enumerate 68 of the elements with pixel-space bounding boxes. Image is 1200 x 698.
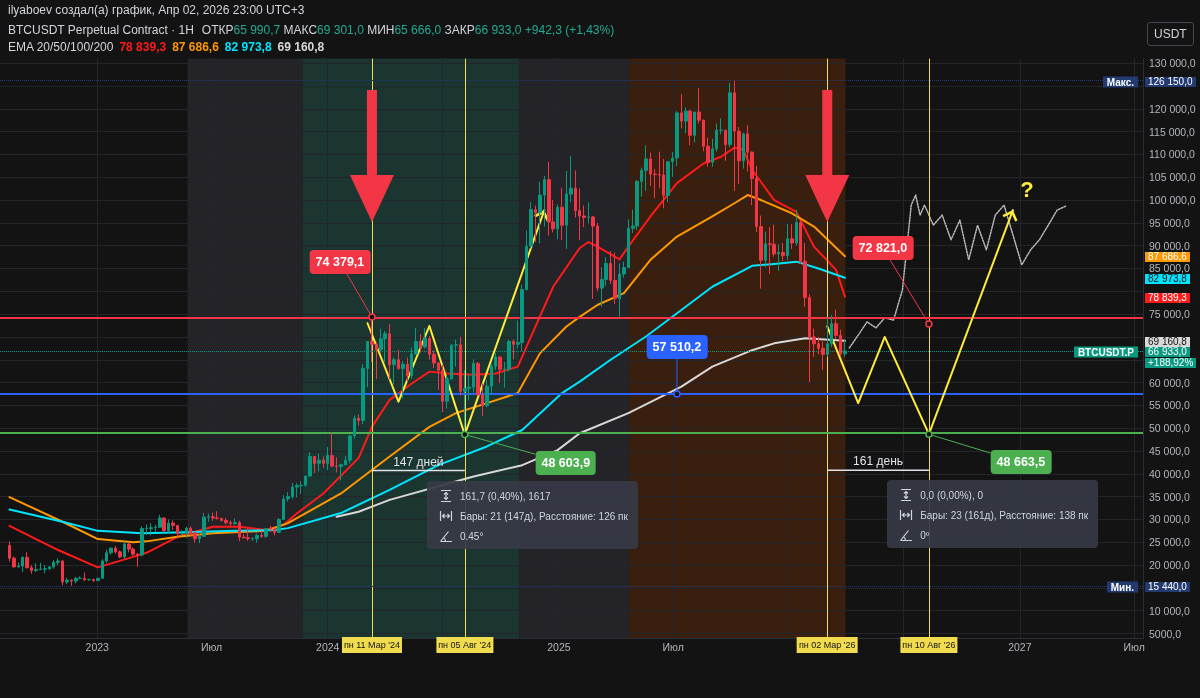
annotation: Бары: 21 (147д), Расстояние: 126 пк — [459, 510, 628, 522]
ref-line-label: Мин. — [1106, 581, 1138, 593]
y-tick-label: 100 000,0 — [1149, 194, 1196, 207]
text: EMA 20/50/100/200 — [8, 40, 114, 54]
y-tick-label: 55 000,0 — [1149, 399, 1191, 412]
x-tick-label: 2024 — [316, 640, 340, 653]
y-tick-label: 130 000,0 — [1149, 57, 1196, 70]
annotation: 0,0 (0,00%), 0 — [920, 490, 984, 502]
chart-subtitle: BTCUSDT Perpetual Contract · 1H — [8, 23, 194, 37]
chart-title: ilyaboev создал(а) график, Апр 02, 2026 23:00 UTC+3 — [8, 2, 306, 19]
y-tick-label: 35 000,0 — [1149, 490, 1191, 503]
text: 82 973,8 — [1145, 272, 1190, 284]
annotation: ? — [1020, 177, 1034, 204]
ref-line-label: Макс. — [1102, 76, 1138, 88]
x-tick-label: Июл — [662, 640, 684, 653]
y-tick-label: 75 000,0 — [1149, 308, 1191, 321]
y-tick-label: 105 000,0 — [1149, 171, 1196, 184]
info-panel: 161,7 (0,40%), 1617 Бары: 21 (147д), Расстояние: 126 пк 0.45° — [426, 480, 638, 549]
ref-line-label: BTCUSDT.P — [1073, 346, 1138, 358]
text: +188,92% — [1145, 356, 1197, 368]
text: 69 160,8 — [277, 40, 325, 54]
x-tick-label: 2027 — [1008, 640, 1032, 653]
annotation: Бары: 23 (161д), Расстояние: 138 пк — [920, 510, 1089, 522]
x-tick-label: 2023 — [85, 640, 110, 653]
info-panel: 0,0 (0,00%), 0 Бары: 23 (161д), Расстояние: 138 пк 0º — [887, 480, 1099, 549]
annotation: 147 дней — [393, 454, 444, 469]
annotation: 74 379,1 — [309, 249, 371, 274]
annotation: 161,7 (0,40%), 1617 — [459, 490, 551, 502]
x-tick-label: Июл — [200, 640, 223, 653]
text: 82 973,8 — [224, 40, 272, 54]
text: 87 686,6 — [1145, 251, 1190, 263]
annotation: 161 день — [853, 454, 904, 469]
annotation: 48 603,9 — [535, 450, 597, 475]
y-tick-label: 40 000,0 — [1149, 467, 1191, 480]
annotation: 48 663,5 — [990, 450, 1052, 475]
y-tick-label: 50 000,0 — [1149, 422, 1191, 435]
annotation: 57 510,2 — [646, 334, 708, 359]
y-tick-label: 95 000,0 — [1149, 216, 1191, 229]
text: 15 440,0 — [1145, 580, 1190, 592]
text: 87 686,6 — [172, 40, 219, 54]
text: 66 933,0 — [1145, 345, 1190, 357]
y-tick-label: 20 000,0 — [1149, 559, 1191, 572]
y-tick-label: 25 000,0 — [1149, 536, 1191, 549]
y-tick-label: 120 000,0 — [1149, 102, 1196, 115]
x-tick-label: 2025 — [547, 640, 571, 653]
annotation: 0.45° — [459, 530, 484, 542]
text: 78 839,3 — [119, 40, 167, 54]
y-tick-label: 30 000,0 — [1149, 513, 1191, 526]
y-tick-label: 115 000,0 — [1149, 125, 1196, 138]
text: 69 160,8 — [1145, 335, 1190, 347]
y-tick-label: 5000,0 — [1149, 627, 1182, 640]
ref-line-label: пн 05 Авг '24 — [436, 637, 494, 654]
y-tick-label: 60 000,0 — [1149, 376, 1191, 389]
x-tick-label: Июл — [1123, 640, 1145, 653]
y-tick-label: 10 000,0 — [1149, 604, 1191, 617]
y-tick-label: 45 000,0 — [1149, 445, 1191, 458]
text: 126 150,0 — [1145, 75, 1196, 87]
y-tick-label: 85 000,0 — [1149, 262, 1191, 275]
ref-line-label: пн 10 Авг '26 — [900, 637, 958, 654]
text: 78 839,3 — [1145, 291, 1190, 303]
text: ОТКР65 990,7 МАКС69 301,0 МИН65 666,0 ЗАКР66 933,0 +942,3 (+1,43%) — [201, 23, 615, 37]
ref-line-label: пн 11 Мар '24 — [341, 637, 402, 654]
annotation: 0º — [920, 530, 930, 542]
text: USDT — [1147, 22, 1194, 46]
y-tick-label: 110 000,0 — [1149, 148, 1196, 161]
y-tick-label: 90 000,0 — [1149, 239, 1191, 252]
ref-line-label: пн 02 Мар '26 — [796, 637, 858, 654]
annotation: 72 821,0 — [852, 236, 914, 261]
